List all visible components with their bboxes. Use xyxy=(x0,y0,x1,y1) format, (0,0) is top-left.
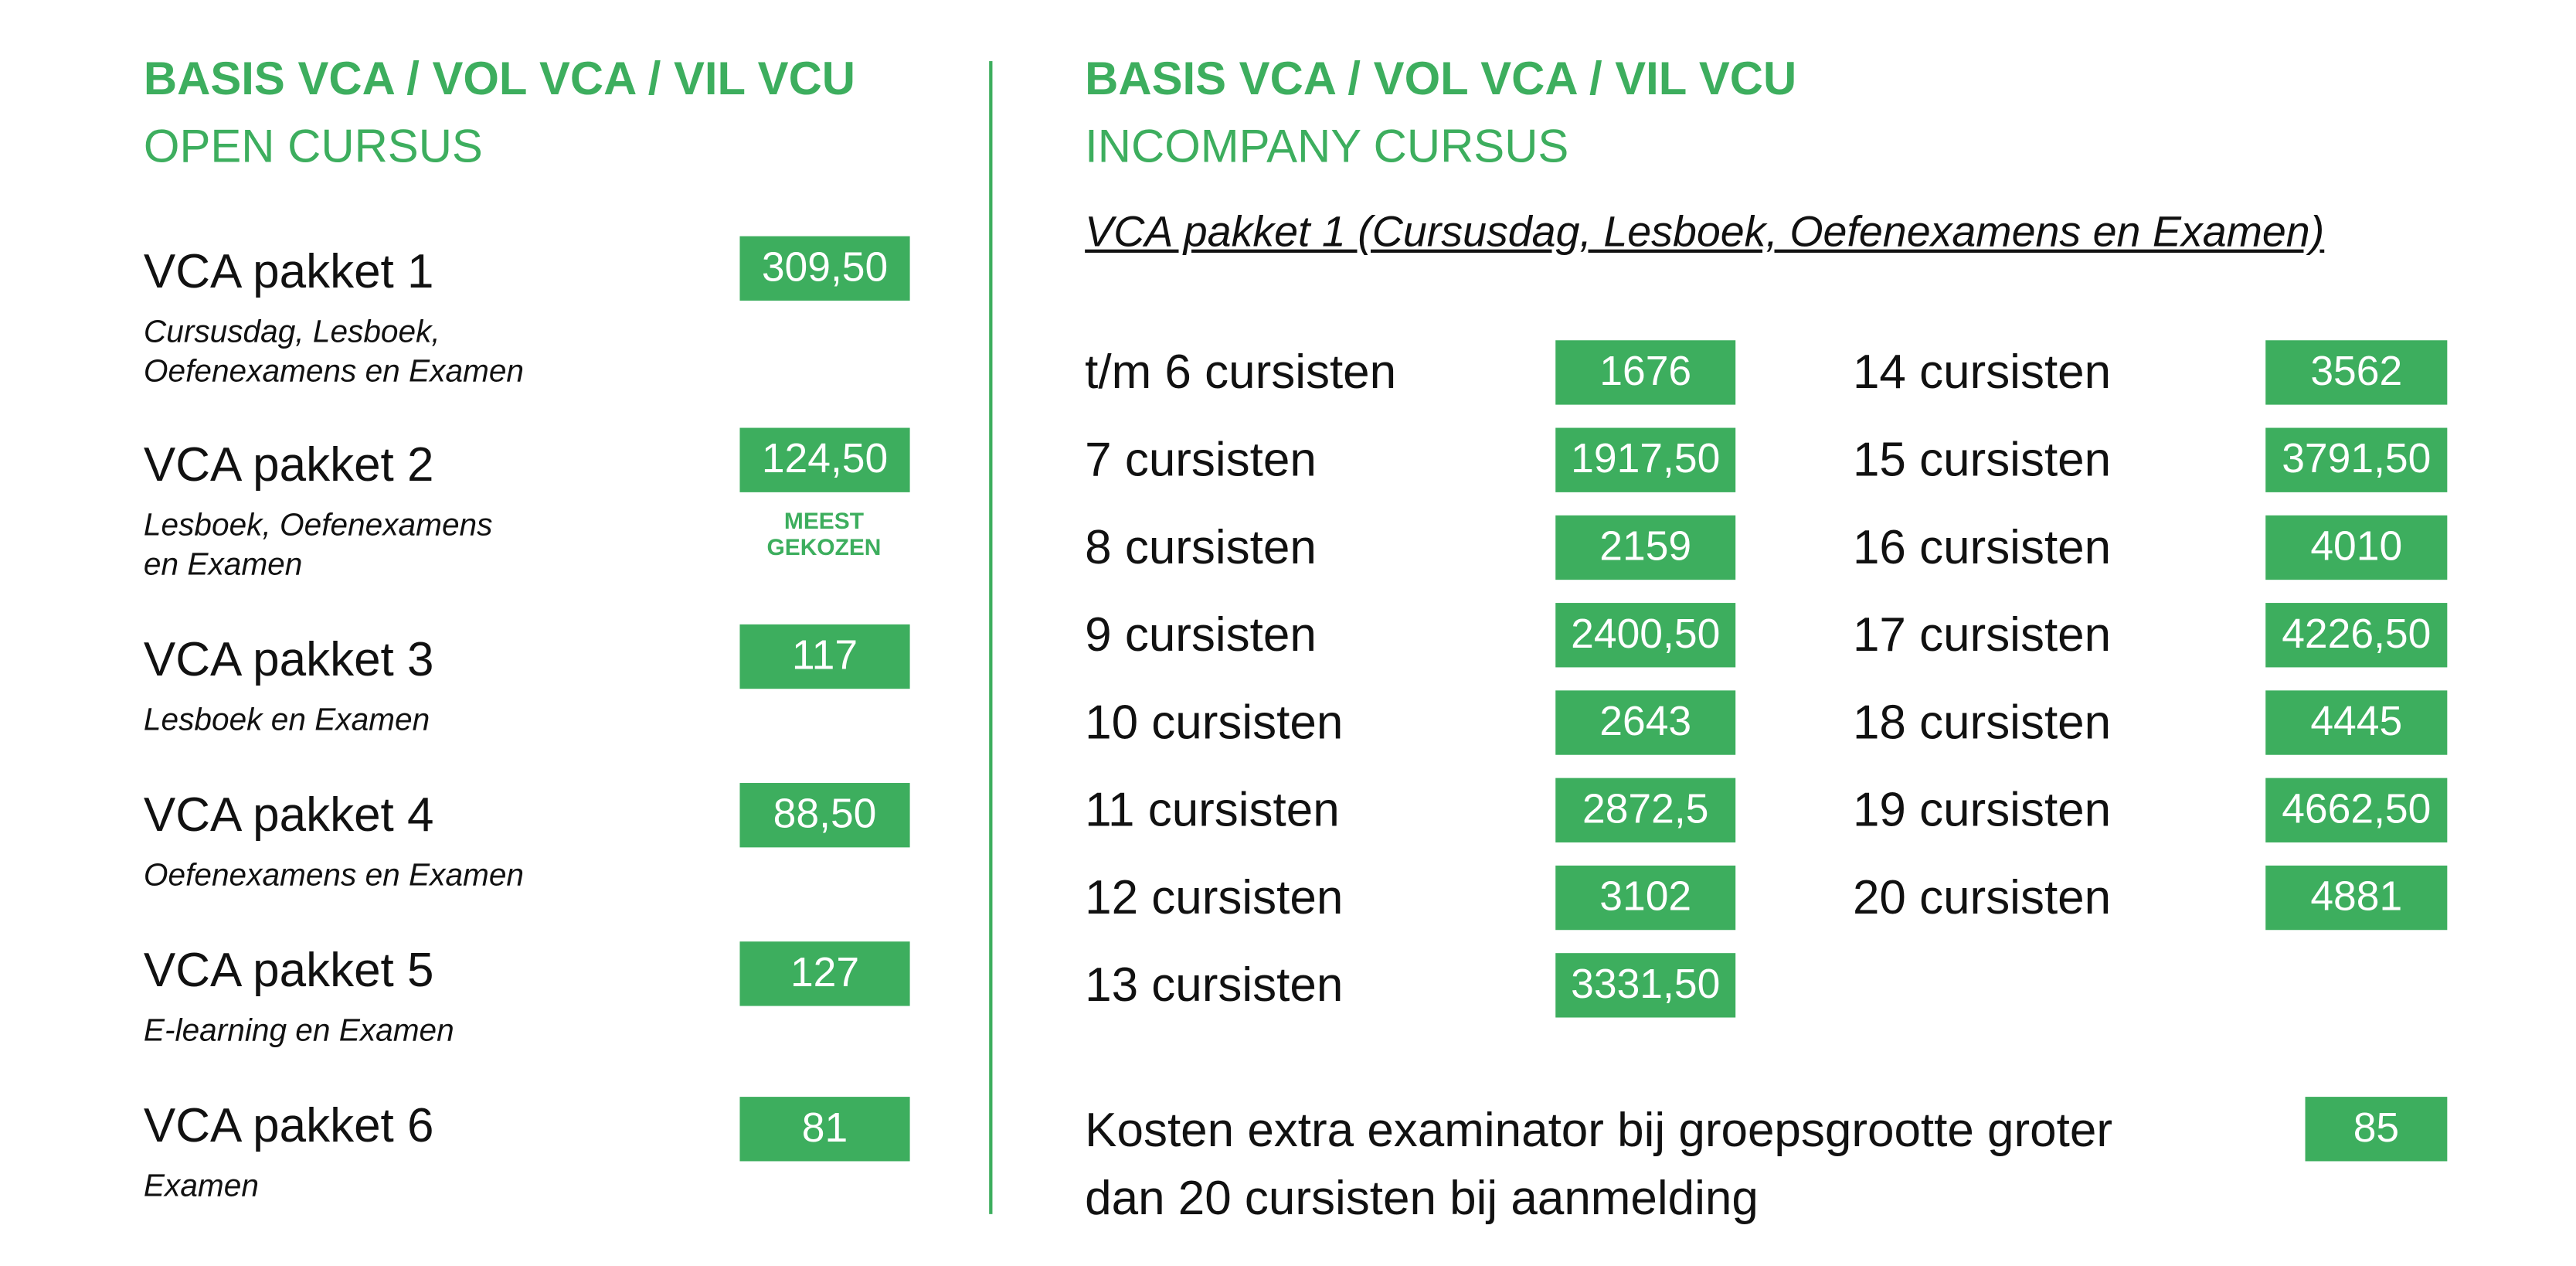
price: 309,50 xyxy=(739,236,910,301)
divider xyxy=(989,61,993,1214)
price: 4881 xyxy=(2265,865,2448,931)
price: 127 xyxy=(739,941,910,1006)
price: 4445 xyxy=(2265,690,2448,755)
package-desc: Oefenexamens en Examen xyxy=(143,859,525,894)
package-desc: Cursusdag, Lesboek, xyxy=(143,315,440,351)
price: 117 xyxy=(739,624,910,689)
package-name: VCA pakket 1 xyxy=(143,246,434,299)
row-label: 10 cursisten xyxy=(1085,696,1344,750)
price: 2159 xyxy=(1555,515,1736,580)
extra-text: Kosten extra examinator bij groepsgroott… xyxy=(1085,1104,2112,1159)
package-name: VCA pakket 4 xyxy=(143,789,434,842)
subtitle: OPEN CURSUS xyxy=(143,121,483,172)
price: 85 xyxy=(2305,1097,2448,1162)
badge: MEEST xyxy=(783,507,864,534)
price: 4662,50 xyxy=(2265,778,2448,842)
row-label: 20 cursisten xyxy=(1852,872,2112,925)
price: 81 xyxy=(739,1097,910,1162)
package-name: VCA pakket 6 xyxy=(143,1100,434,1153)
package-desc: Oefenexamens en Examen xyxy=(143,355,525,390)
row-label: t/m 6 cursisten xyxy=(1085,346,1397,400)
extra-text: dan 20 cursisten bij aanmelding xyxy=(1085,1172,1759,1226)
package-desc: Lesboek en Examen xyxy=(143,703,430,739)
price: 3102 xyxy=(1555,865,1736,931)
title: BASIS VCA / VOL VCA / VIL VCU xyxy=(143,53,856,104)
price: 124,50 xyxy=(739,427,910,492)
row-label: 19 cursisten xyxy=(1852,784,2112,838)
package-name: VCA pakket 2 xyxy=(143,439,434,492)
package-desc: E-learning en Examen xyxy=(143,1014,454,1050)
row-label: 12 cursisten xyxy=(1085,872,1344,925)
row-label: 14 cursisten xyxy=(1852,346,2112,400)
row-label: 11 cursisten xyxy=(1085,784,1340,838)
price: 88,50 xyxy=(739,783,910,848)
row-label: 18 cursisten xyxy=(1852,696,2112,750)
row-label: 16 cursisten xyxy=(1852,522,2112,575)
price: 1676 xyxy=(1555,340,1736,405)
heading: VCA pakket 1 (Cursusdag, Lesboek, Oefene… xyxy=(1085,206,2325,257)
price: 3791,50 xyxy=(2265,427,2448,492)
subtitle: INCOMPANY CURSUS xyxy=(1085,121,1569,172)
price: 1917,50 xyxy=(1555,427,1736,492)
row-label: 7 cursisten xyxy=(1085,434,1317,488)
badge: GEKOZEN xyxy=(766,533,882,560)
package-desc: Lesboek, Oefenexamens xyxy=(143,509,493,544)
row-label: 17 cursisten xyxy=(1852,609,2112,663)
package-name: VCA pakket 5 xyxy=(143,944,434,998)
row-label: 8 cursisten xyxy=(1085,522,1317,575)
price: 4010 xyxy=(2265,515,2448,580)
price: 3331,50 xyxy=(1555,953,1736,1018)
package-name: VCA pakket 3 xyxy=(143,634,434,688)
row-label: 9 cursisten xyxy=(1085,609,1317,663)
package-desc: en Examen xyxy=(143,548,303,584)
title: BASIS VCA / VOL VCA / VIL VCU xyxy=(1085,53,1797,104)
price: 2643 xyxy=(1555,690,1736,755)
price: 3562 xyxy=(2265,340,2448,405)
price: 2400,50 xyxy=(1555,603,1736,668)
package-desc: Examen xyxy=(143,1169,259,1205)
row-label: 15 cursisten xyxy=(1852,434,2112,488)
row-label: 13 cursisten xyxy=(1085,959,1344,1013)
price: 4226,50 xyxy=(2265,603,2448,668)
price: 2872,5 xyxy=(1555,778,1736,842)
